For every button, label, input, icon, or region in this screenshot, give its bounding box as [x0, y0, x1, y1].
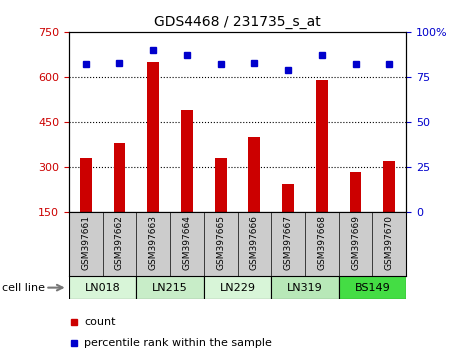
Text: LN018: LN018: [85, 282, 121, 293]
Bar: [114, 143, 125, 212]
Text: GSM397665: GSM397665: [216, 216, 225, 270]
Title: GDS4468 / 231735_s_at: GDS4468 / 231735_s_at: [154, 16, 321, 29]
Text: GSM397667: GSM397667: [284, 216, 293, 270]
Bar: [305, 32, 339, 212]
Bar: [103, 32, 136, 212]
Text: count: count: [84, 316, 115, 326]
Bar: [339, 32, 372, 212]
Text: LN229: LN229: [219, 282, 256, 293]
Text: LN319: LN319: [287, 282, 323, 293]
Bar: [271, 276, 339, 299]
Text: GSM397670: GSM397670: [385, 216, 394, 270]
Bar: [339, 276, 406, 299]
Bar: [204, 32, 238, 212]
Bar: [372, 32, 406, 212]
Text: GSM397663: GSM397663: [149, 216, 158, 270]
Bar: [282, 184, 294, 212]
Bar: [248, 137, 260, 212]
Text: cell line: cell line: [2, 282, 46, 293]
Text: GSM397668: GSM397668: [317, 216, 326, 270]
Text: BS149: BS149: [354, 282, 390, 293]
Bar: [316, 80, 328, 212]
Text: GSM397669: GSM397669: [351, 216, 360, 270]
Bar: [80, 158, 92, 212]
Bar: [170, 32, 204, 212]
Bar: [136, 276, 204, 299]
Bar: [181, 110, 193, 212]
Bar: [69, 276, 136, 299]
Bar: [136, 32, 170, 212]
Text: GSM397666: GSM397666: [250, 216, 259, 270]
Text: percentile rank within the sample: percentile rank within the sample: [84, 338, 272, 348]
Bar: [147, 62, 159, 212]
Text: GSM397661: GSM397661: [81, 216, 90, 270]
Text: GSM397664: GSM397664: [182, 216, 191, 270]
Bar: [204, 276, 271, 299]
Bar: [238, 32, 271, 212]
Text: GSM397662: GSM397662: [115, 216, 124, 270]
Bar: [383, 161, 395, 212]
Text: LN215: LN215: [152, 282, 188, 293]
Bar: [215, 158, 227, 212]
Bar: [271, 32, 305, 212]
Bar: [350, 172, 361, 212]
Bar: [69, 32, 103, 212]
